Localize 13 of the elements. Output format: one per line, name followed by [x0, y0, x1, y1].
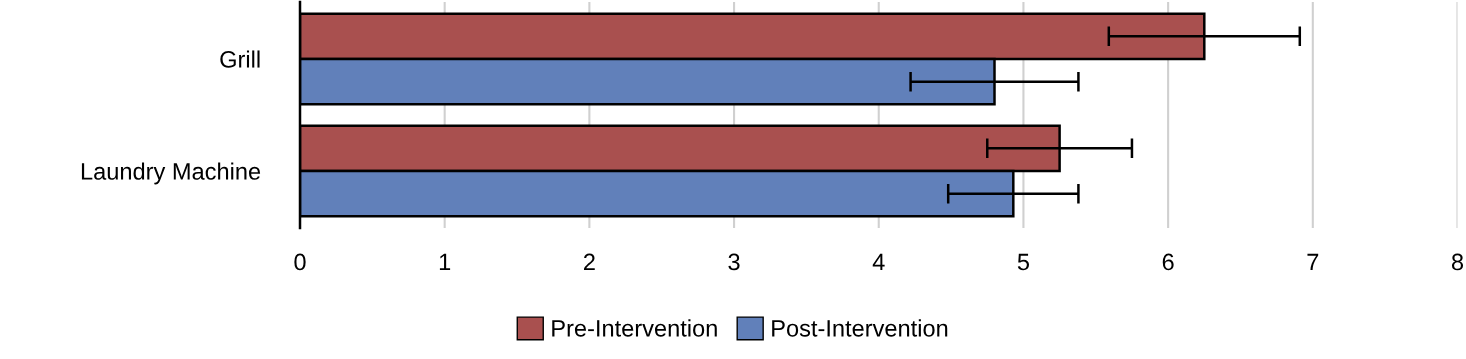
- x-tick-label: 6: [1162, 253, 1174, 271]
- y-tick-label: Grill: [220, 50, 260, 68]
- legend-label: Pre-Intervention: [552, 319, 717, 337]
- x-tick-label: 5: [1017, 253, 1030, 271]
- x-tick-label: 4: [872, 253, 885, 271]
- x-tick-label: 8: [1451, 253, 1464, 271]
- x-tick-label: 0: [294, 253, 306, 271]
- x-tick-label: 1: [439, 253, 451, 271]
- x-tick-label: 7: [1307, 253, 1319, 271]
- x-tick-label: 2: [584, 253, 595, 271]
- legend-label: Post-Intervention: [772, 319, 948, 337]
- y-tick-label: Laundry Machine: [81, 162, 261, 185]
- x-tick-label: 3: [728, 253, 740, 271]
